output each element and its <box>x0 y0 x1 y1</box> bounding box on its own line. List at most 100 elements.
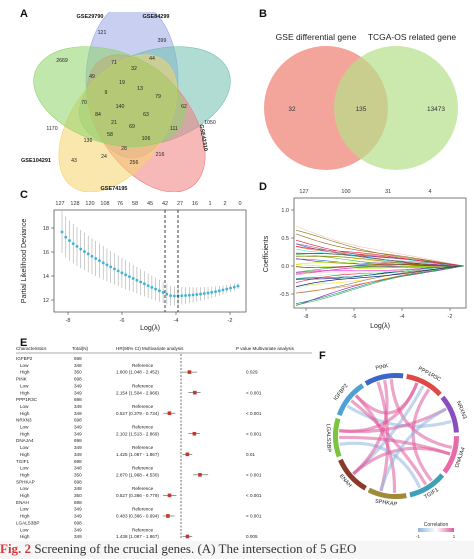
cv-point <box>146 284 150 287</box>
venn5-region-count: 70 <box>81 100 87 106</box>
path-top-tick-label: 4 <box>428 189 431 195</box>
forest-hr-marker <box>167 411 172 415</box>
chord-arc <box>364 373 404 386</box>
forest-row-name: Low <box>20 445 29 450</box>
cv-top-tick-label: 0 <box>238 201 241 207</box>
forest-row-name: PPP1R3C <box>16 397 38 402</box>
forest-hr-marker <box>167 493 172 498</box>
venn5-set-label: GSE84299 <box>143 14 170 20</box>
chord-arc <box>333 417 342 458</box>
forest-row-total: 348 <box>74 363 82 368</box>
venn5-region-count: 32 <box>131 66 137 72</box>
chord-arc <box>406 373 442 397</box>
cv-point <box>161 291 165 294</box>
forest-row-name: High <box>20 452 30 457</box>
venn5-region-count: 58 <box>107 132 113 138</box>
chord-ribbon <box>338 435 451 456</box>
forest-row-total: 698 <box>74 418 82 423</box>
forest-row-name: Low <box>20 383 29 388</box>
cv-point <box>221 288 225 292</box>
venn5-region-count: 63 <box>143 112 149 118</box>
path-x-tick-label: -6 <box>352 314 357 320</box>
forest-row-name: High <box>20 431 30 436</box>
forest-row: TGIF1 698 <box>16 459 82 464</box>
forest-row-p: 0.01 <box>246 452 255 457</box>
forest-headers: Characteristics Total(N) HR(95% CI) Multiv… <box>16 346 295 351</box>
path-top-tick-label: 127 <box>299 189 308 195</box>
cv-point <box>180 294 184 298</box>
forest-row: High 349 2.154 (1.504 - 2.966) < 0.001 <box>20 390 262 395</box>
forest-row-name: Low <box>20 507 29 512</box>
cv-top-tick-label: 128 <box>70 201 79 207</box>
chord-gene-label: PINK <box>375 363 389 372</box>
forest-row: High 349 1.425 (1.087 - 1.867) 0.01 <box>20 452 255 457</box>
path-y-tick-label: 0.0 <box>281 264 289 270</box>
forest-row-name: Low <box>20 425 29 430</box>
cv-top-tick-label: 2 <box>223 201 226 207</box>
forest-row-total: 350 <box>74 370 82 375</box>
forest-row-name: Low <box>20 466 29 471</box>
forest-row-hr: 1.438 (1.087 - 1.867) <box>116 534 159 539</box>
forest-row: High 349 2.102 (1.513 - 2.869) < 0.001 <box>20 431 262 436</box>
path-coefficient-line <box>295 243 465 267</box>
forest-header: P value Multivariate analysis <box>236 346 295 351</box>
forest-row: Low 349 Reference <box>20 425 154 430</box>
path-y-tick-label: 1.0 <box>281 208 289 214</box>
forest-row-hr: 0.527 (0.379 - 0.734) <box>116 411 159 416</box>
forest-row: High 350 1.600 (1.048 - 2.452) 0.029 <box>20 370 258 375</box>
chord-legend-min: -1 <box>416 534 420 539</box>
chord-ribbon <box>354 382 419 415</box>
venn5-region-count: 106 <box>142 136 151 142</box>
forest-hr-marker <box>185 534 190 539</box>
venn5-set-5 <box>33 46 186 147</box>
path-y-tick-label: 0.5 <box>281 236 289 242</box>
cv-x-tick-label: -4 <box>174 318 179 324</box>
forest-row-hr: Reference <box>132 486 154 491</box>
panel-label-c: C <box>20 189 28 201</box>
venn5-region-count: 9 <box>105 90 108 96</box>
panel-label-a: A <box>20 8 28 20</box>
forest-hr-marker <box>185 452 190 457</box>
path-coefficient-line <box>295 265 465 289</box>
forest-row-p: < 0.001 <box>246 472 262 477</box>
path-top-ticks: 127 100 31 4 <box>299 189 431 195</box>
forest-row-total: 349 <box>74 507 82 512</box>
path-coefficient-line <box>295 233 465 267</box>
forest-row-name: Low <box>20 363 29 368</box>
cv-top-ticks: 127 128 120 108 76 58 45 42 27 16 1 2 0 <box>55 201 241 207</box>
chord-gene-label: NRXN3 <box>455 400 467 420</box>
cv-point <box>71 242 75 246</box>
venn5-region-count: 84 <box>95 112 101 118</box>
forest-row-total: 350 <box>74 493 82 498</box>
cv-top-tick-label: 45 <box>147 201 153 207</box>
cv-plot-frame <box>53 209 247 313</box>
forest-row: Low 348 Reference <box>20 486 154 491</box>
forest-row-name: High <box>20 390 30 395</box>
venn5-region-count: 256 <box>130 160 139 166</box>
venn5-set-labels: GSE29790 GSE84299 GSE42310 GSE74195 GSE10429… <box>21 14 208 192</box>
forest-row: PINK 698 <box>16 377 82 382</box>
forest-row-hr: Reference <box>132 363 154 368</box>
venn5-region-count: 399 <box>158 38 167 44</box>
forest-row-p: 0.005 <box>246 534 258 539</box>
panel-label-d: D <box>259 181 267 193</box>
forest-row-name: High <box>20 411 30 416</box>
path-coefficient-line <box>295 265 465 306</box>
forest-row-p: 0.029 <box>246 370 258 375</box>
forest-rows: IGFBP2 698 Low 348 Reference High 350 1.600 (1.… <box>16 356 262 539</box>
forest-row: IGFBP2 698 <box>16 356 82 361</box>
panel-label-b: B <box>259 8 267 20</box>
forest-row-total: 348 <box>74 486 82 491</box>
cv-x-tick-label: -6 <box>120 318 125 324</box>
cv-top-tick-label: 1 <box>208 201 211 207</box>
cv-point <box>154 287 158 291</box>
forest-row: High 350 0.527 (0.366 - 0.779) < 0.001 <box>20 493 262 498</box>
cv-point <box>98 259 101 263</box>
venn5-region-count: 44 <box>149 56 155 62</box>
forest-row-total: 349 <box>74 452 82 457</box>
cv-x-axis-label: Log(λ) <box>140 325 160 332</box>
path-coefficient-line <box>295 225 465 267</box>
cv-point <box>83 250 86 253</box>
path-coefficient-lines <box>295 225 465 306</box>
forest-row-total: 349 <box>74 425 82 430</box>
